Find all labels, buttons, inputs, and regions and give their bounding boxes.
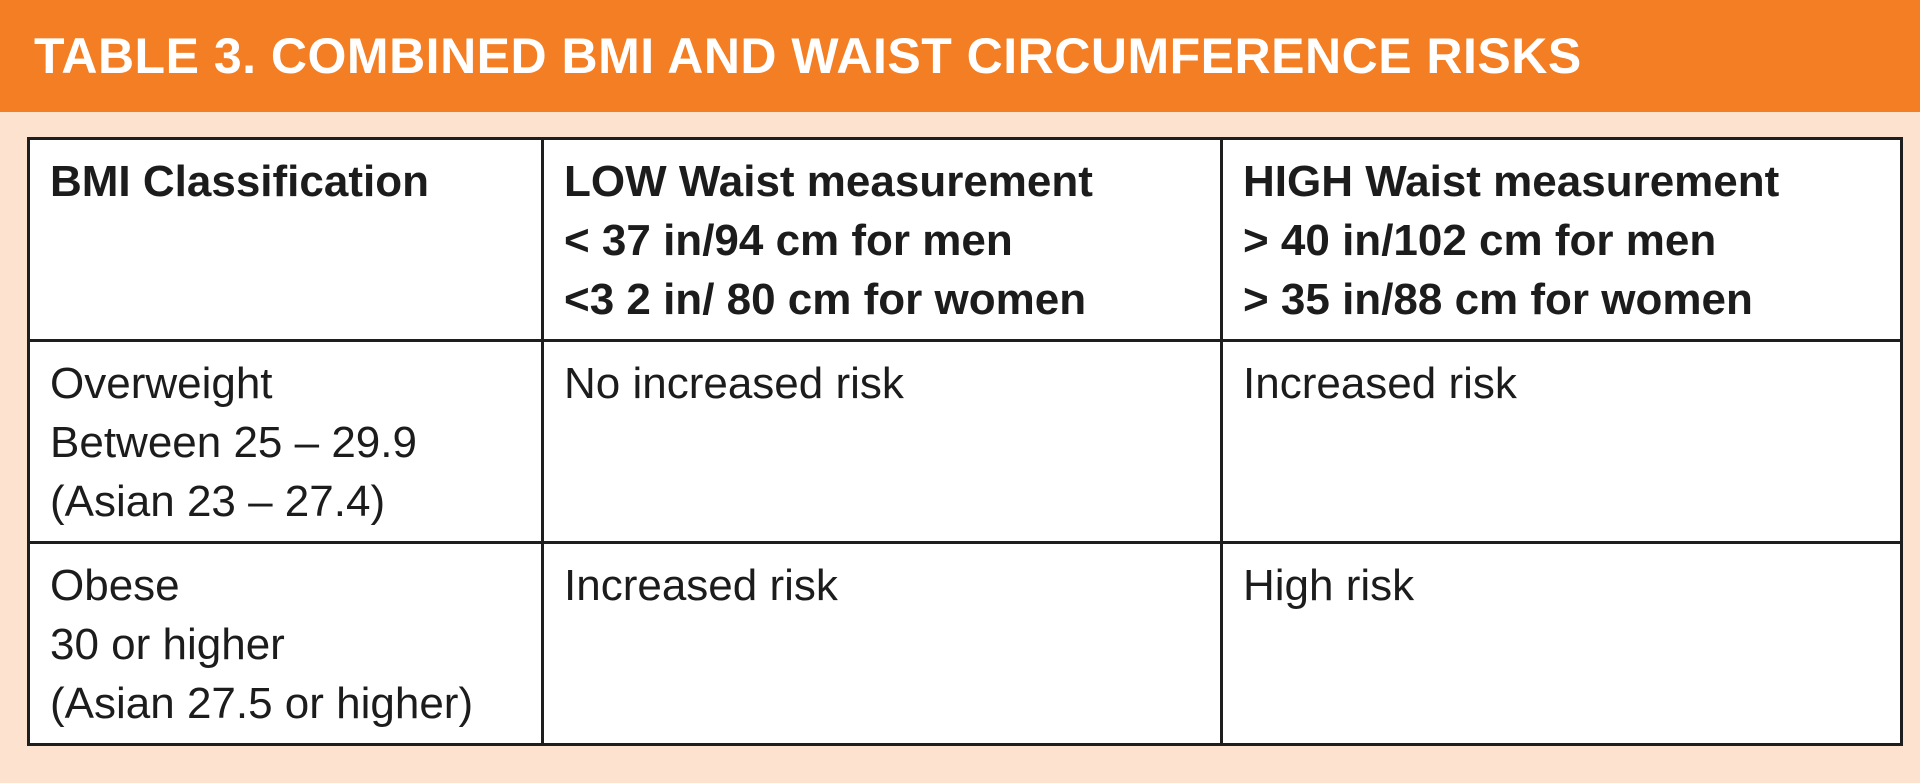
risk-value: Increased risk — [564, 561, 838, 610]
header-high-waist: HIGH Waist measurement > 40 in/102 cm fo… — [1220, 137, 1903, 342]
risk-value: Increased risk — [1243, 359, 1517, 408]
cell-classification: Obese 30 or higher (Asian 27.5 or higher… — [27, 541, 544, 746]
bmi-waist-risk-table: BMI Classification LOW Waist measurement… — [27, 137, 1903, 746]
title-bar: TABLE 3. COMBINED BMI AND WAIST CIRCUMFE… — [0, 0, 1920, 112]
classification-line: Overweight — [50, 359, 273, 408]
cell-high-waist-risk: High risk — [1220, 541, 1903, 746]
classification-line: (Asian 27.5 or higher) — [50, 679, 474, 728]
table-title: TABLE 3. COMBINED BMI AND WAIST CIRCUMFE… — [34, 28, 1582, 84]
header-line: LOW Waist measurement — [564, 157, 1093, 206]
table-row-overweight: Overweight Between 25 – 29.9 (Asian 23 –… — [27, 339, 1903, 544]
header-line: HIGH Waist measurement — [1243, 157, 1780, 206]
header-line: <3 2 in/ 80 cm for women — [564, 275, 1087, 324]
header-low-waist: LOW Waist measurement < 37 in/94 cm for … — [541, 137, 1223, 342]
classification-line: Between 25 – 29.9 — [50, 418, 417, 467]
cell-classification: Overweight Between 25 – 29.9 (Asian 23 –… — [27, 339, 544, 544]
cell-high-waist-risk: Increased risk — [1220, 339, 1903, 544]
cell-low-waist-risk: Increased risk — [541, 541, 1223, 746]
classification-line: Obese — [50, 561, 180, 610]
header-line: < 37 in/94 cm for men — [564, 216, 1013, 265]
table-row-obese: Obese 30 or higher (Asian 27.5 or higher… — [27, 541, 1903, 746]
cell-low-waist-risk: No increased risk — [541, 339, 1223, 544]
table-header-row: BMI Classification LOW Waist measurement… — [27, 137, 1903, 342]
risk-value: High risk — [1243, 561, 1415, 610]
header-line: > 35 in/88 cm for women — [1243, 275, 1753, 324]
header-line: > 40 in/102 cm for men — [1243, 216, 1717, 265]
classification-line: (Asian 23 – 27.4) — [50, 477, 386, 526]
header-line: BMI Classification — [50, 157, 429, 206]
risk-value: No increased risk — [564, 359, 904, 408]
header-bmi-classification: BMI Classification — [27, 137, 544, 342]
classification-line: 30 or higher — [50, 620, 285, 669]
